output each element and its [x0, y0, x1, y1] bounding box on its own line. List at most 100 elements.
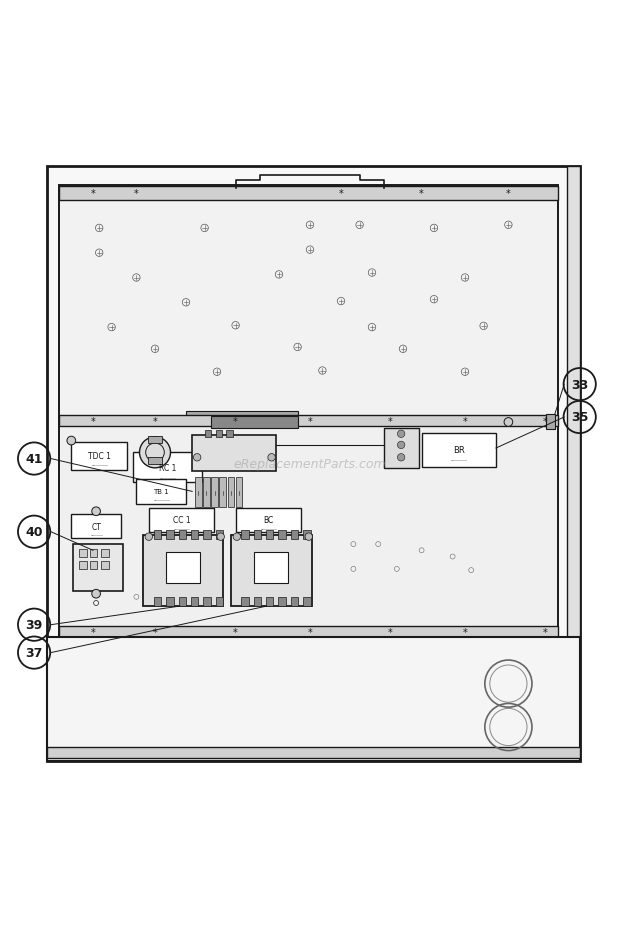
Text: TB 1: TB 1 [153, 489, 169, 495]
Text: BC: BC [264, 516, 273, 525]
Circle shape [193, 454, 201, 461]
Bar [216, 597, 223, 606]
Circle shape [268, 454, 275, 461]
Bar [79, 561, 87, 569]
Bar [179, 530, 186, 539]
Bar [567, 167, 580, 761]
Text: *: * [543, 417, 548, 426]
Bar [79, 549, 87, 557]
Text: *: * [233, 626, 238, 637]
Bar [236, 478, 242, 508]
Bar [148, 458, 162, 464]
Text: *: * [153, 417, 157, 426]
Text: *: * [153, 626, 157, 637]
Circle shape [92, 589, 100, 599]
Bar [203, 530, 211, 539]
Text: ________: ________ [153, 497, 170, 501]
Bar [211, 417, 298, 429]
Bar [203, 597, 211, 606]
Text: TDC 1: TDC 1 [88, 451, 110, 460]
Circle shape [305, 534, 312, 541]
Bar [101, 549, 108, 557]
Text: ________: ________ [159, 474, 176, 479]
Bar [166, 530, 174, 539]
Bar [195, 478, 202, 508]
Circle shape [145, 534, 153, 541]
Text: *: * [388, 626, 393, 637]
Bar [211, 478, 218, 508]
Text: 39: 39 [25, 619, 43, 632]
Text: 35: 35 [571, 411, 588, 424]
Text: *: * [91, 626, 95, 637]
Bar [422, 433, 496, 467]
Bar [133, 453, 202, 483]
Bar [166, 552, 200, 583]
Bar [46, 638, 580, 761]
Text: ________: ________ [91, 462, 108, 466]
Text: *: * [91, 189, 95, 199]
Text: *: * [134, 189, 139, 199]
Bar [241, 530, 249, 539]
Bar [192, 435, 276, 471]
Bar [71, 443, 127, 470]
Text: *: * [463, 417, 467, 426]
Bar [46, 167, 580, 761]
Text: *: * [388, 417, 393, 426]
Bar [266, 530, 273, 539]
Text: *: * [463, 626, 467, 637]
Bar [203, 478, 210, 508]
Text: ________: ________ [173, 526, 190, 530]
Circle shape [397, 431, 405, 438]
Bar [236, 509, 301, 532]
Text: *: * [543, 626, 548, 637]
Bar [228, 478, 234, 508]
Bar [291, 530, 298, 539]
Text: eReplacementParts.com: eReplacementParts.com [234, 458, 386, 470]
Circle shape [92, 508, 100, 516]
Circle shape [233, 534, 241, 541]
Bar [205, 431, 211, 438]
Text: RC 1: RC 1 [159, 463, 176, 472]
Circle shape [217, 534, 224, 541]
Bar [143, 535, 223, 606]
Bar [186, 411, 298, 419]
Bar [154, 530, 161, 539]
Bar [90, 561, 97, 569]
Text: ______: ______ [90, 532, 102, 536]
Bar [191, 597, 198, 606]
Text: *: * [506, 189, 511, 199]
Text: 33: 33 [571, 379, 588, 392]
Bar [278, 530, 286, 539]
Bar [291, 597, 298, 606]
Bar [216, 431, 222, 438]
Text: ________: ________ [260, 526, 277, 530]
Text: ________: ________ [450, 458, 467, 461]
Bar [216, 530, 223, 539]
Circle shape [67, 437, 76, 445]
Bar [59, 187, 558, 200]
Bar [384, 429, 418, 469]
Bar [179, 597, 186, 606]
Text: 41: 41 [25, 453, 43, 466]
Text: *: * [308, 626, 312, 637]
Bar [136, 480, 186, 504]
Bar [303, 530, 311, 539]
Circle shape [504, 419, 513, 427]
Text: *: * [233, 417, 238, 426]
Bar [46, 747, 580, 758]
Bar [546, 415, 555, 430]
Bar [266, 597, 273, 606]
Text: *: * [308, 417, 312, 426]
Bar [254, 597, 261, 606]
Bar [254, 552, 288, 583]
Bar [303, 597, 311, 606]
Bar [101, 561, 108, 569]
Text: 37: 37 [25, 647, 43, 660]
Text: 40: 40 [25, 525, 43, 538]
Circle shape [140, 437, 170, 469]
Bar [71, 515, 121, 538]
Bar [241, 597, 249, 606]
Bar [231, 535, 312, 606]
Bar [149, 509, 214, 532]
Bar [226, 431, 232, 438]
